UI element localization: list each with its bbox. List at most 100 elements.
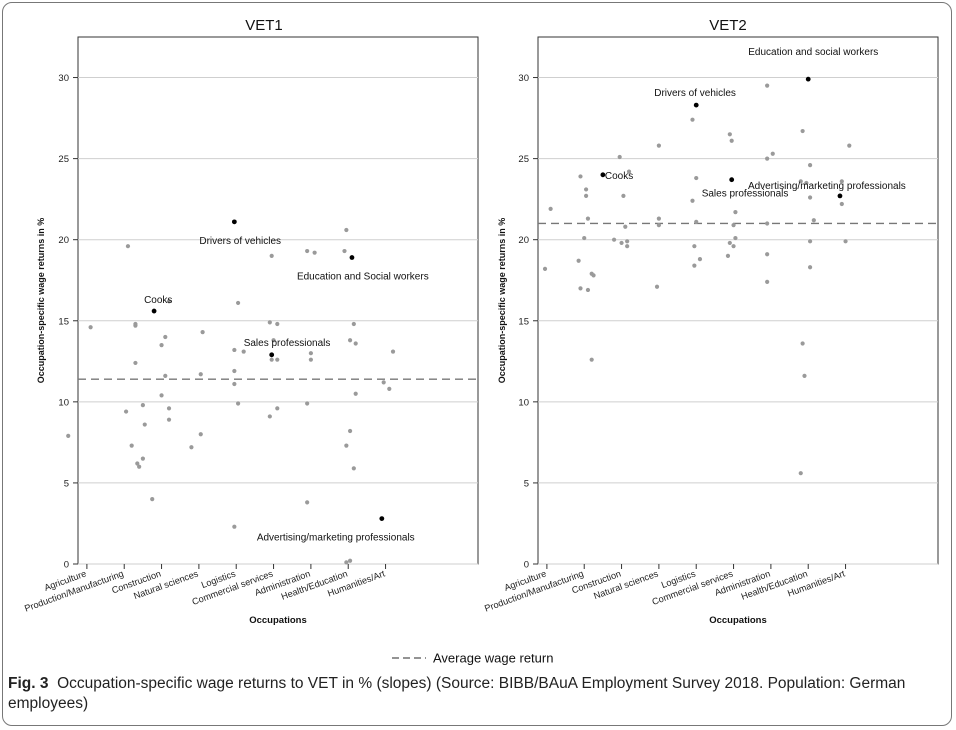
y-axis-label: Occupation-specific wage returns in % <box>36 218 46 384</box>
data-point <box>591 273 596 278</box>
highlighted-point <box>837 193 843 199</box>
data-point <box>308 357 313 362</box>
y-tick-label: 25 <box>518 154 529 165</box>
data-point <box>159 342 164 348</box>
data-point <box>267 414 272 419</box>
y-tick-label: 0 <box>524 560 529 571</box>
data-point <box>727 240 732 246</box>
highlighted-point-label: Advertising/marketing professionals <box>748 181 906 192</box>
figure-label: Fig. 3 <box>8 675 49 692</box>
data-point <box>232 524 237 529</box>
data-point <box>690 117 695 122</box>
data-point <box>798 471 803 476</box>
highlighted-point-label: Cooks <box>144 295 172 306</box>
highlighted-point <box>600 172 606 178</box>
data-point <box>611 237 617 242</box>
highlighted-point <box>151 308 157 314</box>
data-point <box>123 409 129 414</box>
y-tick-label: 5 <box>524 478 529 489</box>
data-point <box>656 222 661 228</box>
data-point <box>843 239 848 244</box>
data-point <box>802 373 807 379</box>
data-point <box>267 320 272 325</box>
data-point <box>798 179 803 184</box>
highlighted-point-label: Education and social workers <box>748 47 878 58</box>
y-tick-label: 0 <box>64 560 69 571</box>
charts-area: VET1 0 5 10 15 20 25 30 Occupation-specific wage… <box>23 17 939 626</box>
data-point <box>582 235 587 241</box>
highlighted-point <box>379 516 385 521</box>
data-point <box>697 257 703 262</box>
data-point <box>163 373 168 379</box>
highlighted-point-label: Advertising/marketing professionals <box>257 533 415 544</box>
data-point <box>765 221 770 226</box>
data-point <box>733 235 738 241</box>
data-point <box>807 195 813 200</box>
highlighted-point-label: Education and Social workers <box>297 272 429 283</box>
data-point <box>347 558 353 563</box>
data-point <box>150 497 155 502</box>
data-point <box>305 500 310 505</box>
data-point <box>159 393 164 398</box>
chart-panel-2: VET2 0 5 10 15 20 25 30 Occupation-specific wage… <box>483 17 939 626</box>
data-point <box>351 466 356 471</box>
data-point <box>625 244 630 249</box>
data-point <box>656 216 661 221</box>
data-point <box>166 417 172 422</box>
data-point <box>166 299 172 304</box>
chart-title: VET2 <box>709 17 747 34</box>
data-point <box>765 252 770 257</box>
data-point <box>839 201 844 207</box>
data-point <box>344 227 349 233</box>
data-point <box>623 224 628 229</box>
data-point <box>133 321 138 327</box>
data-point <box>725 253 731 259</box>
chart-panel-1: VET1 0 5 10 15 20 25 30 Occupation-specific wage… <box>23 17 479 626</box>
highlighted-point <box>269 352 275 358</box>
data-point <box>807 163 813 168</box>
x-axis-label: Occupations <box>249 615 307 626</box>
data-point <box>731 244 736 249</box>
data-point <box>271 338 276 343</box>
data-point <box>198 432 203 437</box>
data-point <box>308 351 313 356</box>
data-point <box>589 357 594 362</box>
data-point <box>585 287 591 293</box>
y-tick-label: 15 <box>58 316 69 327</box>
data-point <box>129 443 134 448</box>
highlighted-point-label: Cooks <box>605 171 633 182</box>
data-point <box>621 193 626 199</box>
data-point <box>347 338 353 343</box>
data-point <box>275 406 280 411</box>
data-point <box>344 560 349 565</box>
highlighted-point-label: Sales professionals <box>702 189 789 200</box>
y-tick-label: 25 <box>58 154 69 165</box>
data-point <box>727 132 732 137</box>
data-point <box>800 341 805 346</box>
data-point <box>694 175 699 181</box>
y-axis-label: Occupation-specific wage returns in % <box>497 218 507 384</box>
data-point <box>694 219 699 224</box>
data-point <box>269 357 274 362</box>
data-point <box>275 357 280 362</box>
y-tick-label: 20 <box>58 235 69 246</box>
data-point <box>576 258 581 263</box>
y-tick-label: 15 <box>518 316 529 327</box>
data-point <box>583 187 589 192</box>
data-point <box>765 279 770 284</box>
data-point <box>731 222 736 228</box>
highlighted-point <box>693 102 699 108</box>
figure-caption: Fig. 3 Occupation-specific wage returns … <box>8 674 948 714</box>
data-point <box>235 401 241 406</box>
data-point <box>305 401 310 406</box>
data-point <box>66 433 71 438</box>
data-point <box>353 341 358 346</box>
y-tick-label: 30 <box>58 73 69 84</box>
data-point <box>142 422 147 427</box>
data-point <box>765 156 770 161</box>
caption-text: Occupation-specific wage returns to VET … <box>8 675 906 712</box>
y-tick-label: 20 <box>518 235 529 246</box>
y-tick-label: 10 <box>58 397 69 408</box>
highlighted-point-label: Drivers of vehicles <box>654 88 736 99</box>
